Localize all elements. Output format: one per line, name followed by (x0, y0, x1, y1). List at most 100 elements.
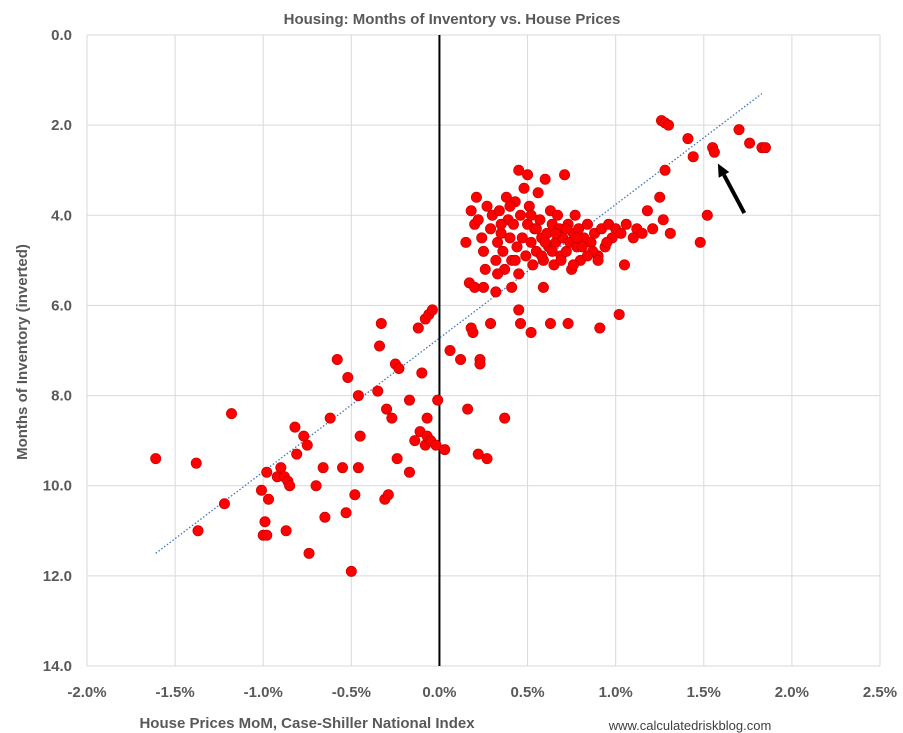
data-point (218, 498, 230, 510)
data-point (345, 565, 357, 577)
data-point (657, 214, 669, 226)
data-points (150, 115, 771, 577)
data-point (409, 435, 421, 447)
data-point (352, 462, 364, 474)
y-tick-label: 14.0 (43, 658, 72, 675)
data-point (525, 209, 537, 221)
x-tick-label: -1.5% (156, 684, 195, 701)
data-point (477, 245, 489, 257)
data-point (324, 412, 336, 424)
data-point (340, 507, 352, 519)
data-point (525, 236, 537, 248)
data-point (263, 493, 275, 505)
data-point (403, 466, 415, 478)
data-point (382, 489, 394, 501)
data-point (601, 236, 613, 248)
data-point (518, 182, 530, 194)
data-point (532, 187, 544, 199)
x-tick-label: 0.5% (510, 684, 544, 701)
data-point (226, 408, 238, 420)
data-point (465, 205, 477, 217)
data-point (525, 326, 537, 338)
data-point (432, 394, 444, 406)
data-point (515, 209, 527, 221)
data-point (636, 227, 648, 239)
data-point (372, 385, 384, 397)
y-tick-label: 6.0 (51, 297, 72, 314)
data-point (474, 358, 486, 370)
x-tick-labels: -2.0% -1.5% -1.0% -0.5% 0.0% 0.5% 1.0% 1.5% 2.0%… (67, 684, 897, 701)
data-point (567, 259, 579, 271)
data-point (261, 466, 273, 478)
data-point (386, 412, 398, 424)
y-tick-label: 10.0 (43, 478, 72, 495)
gridlines (86, 34, 881, 667)
data-point (485, 223, 497, 235)
data-point (280, 525, 292, 537)
data-point (190, 457, 202, 469)
data-point (499, 412, 511, 424)
data-point (708, 146, 720, 158)
data-point (393, 363, 405, 375)
data-point (261, 529, 273, 541)
data-point (391, 453, 403, 465)
data-point (317, 462, 329, 474)
data-point (546, 245, 558, 257)
data-point (733, 124, 745, 136)
data-point (527, 259, 539, 271)
data-point (544, 317, 556, 329)
data-point (552, 209, 564, 221)
data-point (472, 214, 484, 226)
data-point (550, 227, 562, 239)
data-point (559, 169, 571, 181)
data-point (462, 403, 474, 415)
data-point (421, 412, 433, 424)
data-point (289, 421, 301, 433)
x-tick-label: -0.5% (332, 684, 371, 701)
data-point (375, 317, 387, 329)
data-point (659, 164, 671, 176)
x-tick-label: 0.0% (422, 684, 456, 701)
data-point (504, 200, 516, 212)
data-point (592, 254, 604, 266)
data-point (663, 119, 675, 131)
data-point (497, 245, 509, 257)
data-point (513, 304, 525, 316)
data-point (562, 317, 574, 329)
data-point (467, 326, 479, 338)
data-point (694, 236, 706, 248)
annotation-arrow (717, 163, 747, 214)
data-point (412, 322, 424, 334)
data-point (555, 254, 567, 266)
data-point (319, 511, 331, 523)
data-point (455, 354, 467, 366)
data-point (581, 250, 593, 262)
data-point (381, 403, 393, 415)
data-point (349, 489, 361, 501)
data-point (192, 525, 204, 537)
data-point (522, 169, 534, 181)
data-point (439, 444, 451, 456)
y-axis-label: Months of Inventory (inverted) (14, 244, 31, 460)
x-tick-label: -2.0% (67, 684, 106, 701)
data-point (342, 372, 354, 384)
data-point (641, 205, 653, 217)
data-point (581, 218, 593, 230)
data-point (495, 218, 507, 230)
data-point (284, 480, 296, 492)
data-point (516, 232, 528, 244)
data-point (493, 205, 505, 217)
data-point (492, 268, 504, 280)
data-point (485, 317, 497, 329)
x-tick-label: -1.0% (244, 684, 283, 701)
y-tick-label: 8.0 (51, 388, 72, 405)
data-point (310, 480, 322, 492)
data-point (539, 173, 551, 185)
data-point (536, 250, 548, 262)
data-point (515, 317, 527, 329)
data-point (654, 191, 666, 203)
data-point (477, 281, 489, 293)
data-point (507, 218, 519, 230)
data-point (291, 448, 303, 460)
